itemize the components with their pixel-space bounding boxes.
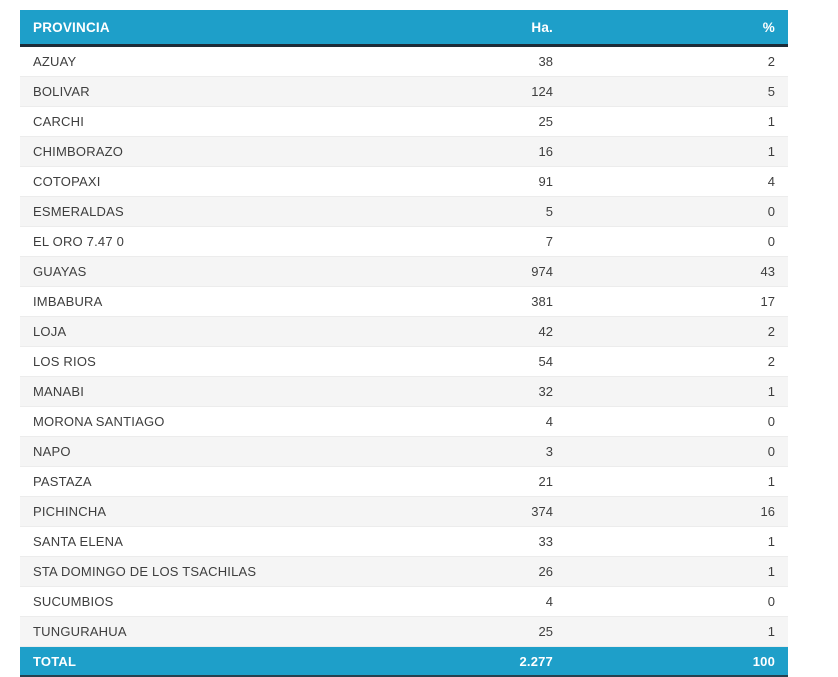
provincia-cell: PASTAZA (20, 466, 363, 497)
header-pct: % (563, 10, 788, 47)
pct-cell: 1 (563, 106, 788, 137)
table-row: TUNGURAHUA 25 1 (20, 616, 788, 647)
header-ha: Ha. (363, 10, 563, 47)
pct-cell: 2 (563, 316, 788, 347)
ha-cell: 54 (363, 346, 563, 377)
ha-cell: 21 (363, 466, 563, 497)
provincia-cell: AZUAY (20, 45, 363, 77)
provincia-cell: CARCHI (20, 106, 363, 137)
ha-cell: 374 (363, 496, 563, 527)
total-label-cell: TOTAL (20, 646, 363, 677)
table-row: SUCUMBIOS 4 0 (20, 586, 788, 617)
pct-cell: 1 (563, 466, 788, 497)
provincia-cell: IMBABURA (20, 286, 363, 317)
table-row: ESMERALDAS 5 0 (20, 196, 788, 227)
table-row: LOJA 42 2 (20, 316, 788, 347)
provincia-cell: LOS RIOS (20, 346, 363, 377)
ha-cell: 7 (363, 226, 563, 257)
table-footer: TOTAL 2.277 100 (20, 646, 788, 677)
table-row: CARCHI 25 1 (20, 106, 788, 137)
header-provincia: PROVINCIA (20, 10, 363, 47)
table-row: STA DOMINGO DE LOS TSACHILAS 26 1 (20, 556, 788, 587)
table-row: COTOPAXI 91 4 (20, 166, 788, 197)
pct-cell: 17 (563, 286, 788, 317)
pct-cell: 0 (563, 226, 788, 257)
provincia-cell: STA DOMINGO DE LOS TSACHILAS (20, 556, 363, 587)
header-row: PROVINCIA Ha. % (20, 10, 788, 47)
ha-cell: 5 (363, 196, 563, 227)
ha-cell: 25 (363, 106, 563, 137)
ha-cell: 42 (363, 316, 563, 347)
pct-cell: 1 (563, 556, 788, 587)
pct-cell: 1 (563, 526, 788, 557)
ha-cell: 974 (363, 256, 563, 287)
provincia-cell: BOLIVAR (20, 76, 363, 107)
table-row: PICHINCHA 374 16 (20, 496, 788, 527)
provincia-table-container: PROVINCIA Ha. % AZUAY 38 2 BOLIVAR 124 5 CARCH… (20, 10, 788, 677)
provincia-cell: NAPO (20, 436, 363, 467)
table-row: NAPO 3 0 (20, 436, 788, 467)
ha-cell: 25 (363, 616, 563, 647)
provincia-cell: COTOPAXI (20, 166, 363, 197)
table-row: AZUAY 38 2 (20, 45, 788, 77)
ha-cell: 4 (363, 586, 563, 617)
table-row: BOLIVAR 124 5 (20, 76, 788, 107)
pct-cell: 0 (563, 586, 788, 617)
provincia-cell: SANTA ELENA (20, 526, 363, 557)
ha-cell: 38 (363, 45, 563, 77)
table-row: MANABI 32 1 (20, 376, 788, 407)
provincia-cell: GUAYAS (20, 256, 363, 287)
total-ha-cell: 2.277 (363, 646, 563, 677)
pct-cell: 0 (563, 436, 788, 467)
ha-cell: 4 (363, 406, 563, 437)
pct-cell: 1 (563, 616, 788, 647)
provincia-cell: ESMERALDAS (20, 196, 363, 227)
table-row: SANTA ELENA 33 1 (20, 526, 788, 557)
pct-cell: 1 (563, 136, 788, 167)
ha-cell: 33 (363, 526, 563, 557)
table-row: GUAYAS 974 43 (20, 256, 788, 287)
pct-cell: 2 (563, 346, 788, 377)
provincia-cell: SUCUMBIOS (20, 586, 363, 617)
ha-cell: 26 (363, 556, 563, 587)
table-body: AZUAY 38 2 BOLIVAR 124 5 CARCHI 25 1 CHIMBORAZO 16… (20, 45, 788, 647)
table-row: PASTAZA 21 1 (20, 466, 788, 497)
provincia-cell: MORONA SANTIAGO (20, 406, 363, 437)
table-row: LOS RIOS 54 2 (20, 346, 788, 377)
pct-cell: 43 (563, 256, 788, 287)
pct-cell: 16 (563, 496, 788, 527)
provincia-cell: TUNGURAHUA (20, 616, 363, 647)
table-header: PROVINCIA Ha. % (20, 10, 788, 47)
pct-cell: 4 (563, 166, 788, 197)
provincia-cell: CHIMBORAZO (20, 136, 363, 167)
table-row: IMBABURA 381 17 (20, 286, 788, 317)
pct-cell: 5 (563, 76, 788, 107)
ha-cell: 381 (363, 286, 563, 317)
pct-cell: 0 (563, 406, 788, 437)
ha-cell: 3 (363, 436, 563, 467)
provincia-cell: LOJA (20, 316, 363, 347)
total-row: TOTAL 2.277 100 (20, 646, 788, 677)
pct-cell: 2 (563, 45, 788, 77)
ha-cell: 32 (363, 376, 563, 407)
ha-cell: 124 (363, 76, 563, 107)
pct-cell: 0 (563, 196, 788, 227)
table-row: CHIMBORAZO 16 1 (20, 136, 788, 167)
table-row: MORONA SANTIAGO 4 0 (20, 406, 788, 437)
provincia-table: PROVINCIA Ha. % AZUAY 38 2 BOLIVAR 124 5 CARCH… (20, 10, 788, 677)
ha-cell: 16 (363, 136, 563, 167)
provincia-cell: MANABI (20, 376, 363, 407)
pct-cell: 1 (563, 376, 788, 407)
total-pct-cell: 100 (563, 646, 788, 677)
provincia-cell: PICHINCHA (20, 496, 363, 527)
provincia-cell: EL ORO 7.47 0 (20, 226, 363, 257)
ha-cell: 91 (363, 166, 563, 197)
